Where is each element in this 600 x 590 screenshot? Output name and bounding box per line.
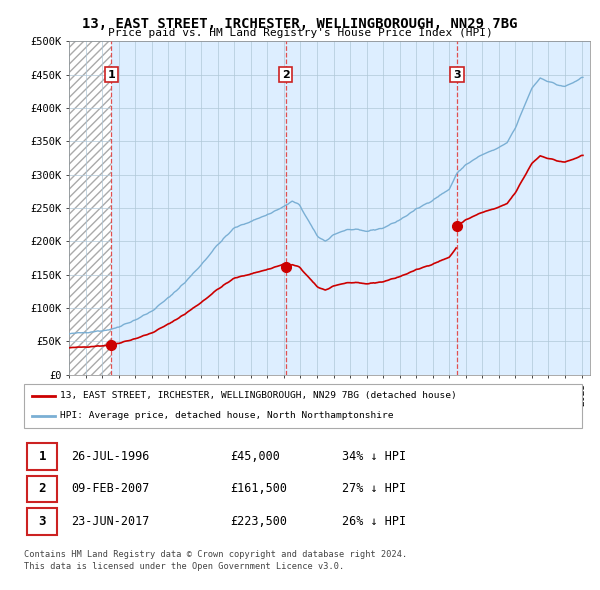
Text: 1: 1 — [38, 450, 46, 463]
Text: Contains HM Land Registry data © Crown copyright and database right 2024.: Contains HM Land Registry data © Crown c… — [24, 550, 407, 559]
Text: 13, EAST STREET, IRCHESTER, WELLINGBOROUGH, NN29 7BG (detached house): 13, EAST STREET, IRCHESTER, WELLINGBOROU… — [60, 391, 457, 401]
FancyBboxPatch shape — [27, 443, 58, 470]
Text: Price paid vs. HM Land Registry's House Price Index (HPI): Price paid vs. HM Land Registry's House … — [107, 28, 493, 38]
Text: £161,500: £161,500 — [230, 483, 287, 496]
Text: This data is licensed under the Open Government Licence v3.0.: This data is licensed under the Open Gov… — [24, 562, 344, 571]
FancyBboxPatch shape — [27, 476, 58, 502]
Text: 09-FEB-2007: 09-FEB-2007 — [71, 483, 150, 496]
Text: £45,000: £45,000 — [230, 450, 280, 463]
Text: 23-JUN-2017: 23-JUN-2017 — [71, 515, 150, 528]
FancyBboxPatch shape — [27, 508, 58, 535]
Text: 3: 3 — [38, 515, 46, 528]
Text: 1: 1 — [107, 70, 115, 80]
Text: 26% ↓ HPI: 26% ↓ HPI — [342, 515, 406, 528]
Text: 13, EAST STREET, IRCHESTER, WELLINGBOROUGH, NN29 7BG: 13, EAST STREET, IRCHESTER, WELLINGBOROU… — [82, 17, 518, 31]
FancyBboxPatch shape — [24, 384, 582, 428]
Text: £223,500: £223,500 — [230, 515, 287, 528]
Text: 34% ↓ HPI: 34% ↓ HPI — [342, 450, 406, 463]
Bar — [69, 41, 112, 375]
Text: 3: 3 — [453, 70, 461, 80]
Text: HPI: Average price, detached house, North Northamptonshire: HPI: Average price, detached house, Nort… — [60, 411, 394, 420]
Text: 2: 2 — [282, 70, 290, 80]
Text: 2: 2 — [38, 483, 46, 496]
Text: 27% ↓ HPI: 27% ↓ HPI — [342, 483, 406, 496]
Text: 26-JUL-1996: 26-JUL-1996 — [71, 450, 150, 463]
